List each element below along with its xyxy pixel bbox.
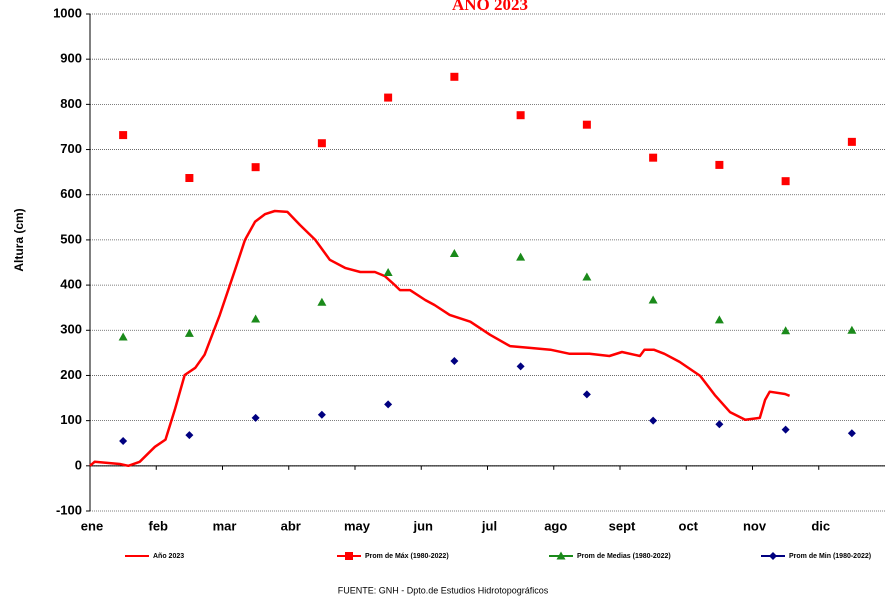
y-axis-label: Altura (cm) [12,208,26,271]
data-point [449,248,459,257]
data-point [516,111,525,120]
data-point [118,332,128,341]
legend-marker [345,552,353,560]
data-point [185,174,194,183]
data-point [582,120,591,129]
legend-label: Prom de Min (1980-2022) [789,553,871,560]
y-tick-label: 900 [60,51,82,66]
y-tick-label: 100 [60,412,82,427]
data-line [89,209,791,468]
data-point [847,325,857,334]
y-tick-label: 500 [60,231,82,246]
data-point [384,93,393,102]
data-point [450,356,459,365]
source-note: FUENTE: GNH - Dpto.de Estudios Hidrotopo… [338,585,549,595]
x-tick-label: jun [413,518,434,533]
x-tick-label: nov [743,518,767,533]
legend-label: Prom de Máx (1980-2022) [365,553,449,560]
data-point [119,131,128,140]
legend-label: Prom de Medias (1980-2022) [577,553,671,560]
y-tick-label: 700 [60,141,82,156]
data-point [184,328,194,337]
y-tick-label: -100 [56,502,82,517]
data-point [649,416,658,425]
data-point [714,315,724,324]
data-point [383,267,393,276]
data-point [582,272,592,281]
y-tick-label: 400 [60,277,82,292]
x-tick-label: ene [81,518,103,533]
x-tick-label: feb [149,518,169,533]
data-point [384,400,393,409]
data-point [251,314,261,323]
y-tick-label: 300 [60,322,82,337]
legend-marker [556,551,566,560]
data-point [847,429,856,438]
x-tick-label: may [344,518,371,533]
x-tick-label: jul [481,518,497,533]
y-tick-label: 0 [75,457,82,472]
y-tick-label: 1000 [53,5,82,20]
data-point [317,410,326,419]
data-point [119,436,128,445]
y-tick-label: 800 [60,96,82,111]
x-tick-label: mar [213,518,237,533]
legend-label: Año 2023 [153,553,184,560]
chart-title: AÑO 2023 [452,0,528,14]
data-point [516,252,526,261]
y-tick-label: 600 [60,186,82,201]
data-point [649,153,658,162]
data-point [648,295,658,304]
data-point [715,160,724,169]
data-point [251,413,260,422]
data-point [781,425,790,434]
legend-marker [769,552,777,560]
data-point [516,362,525,371]
x-tick-label: dic [811,518,830,533]
data-point [317,297,327,306]
data-point [781,326,791,335]
data-point [185,431,194,440]
data-point [450,72,459,81]
data-point [781,177,790,186]
data-point [715,420,724,429]
x-tick-label: ago [544,518,567,533]
x-tick-label: abr [281,518,301,533]
data-point [582,390,591,399]
data-point [317,139,326,148]
data-point [251,163,260,172]
y-tick-label: 200 [60,367,82,382]
x-tick-label: oct [679,518,699,533]
data-point [847,137,856,146]
x-tick-label: sept [609,518,636,533]
